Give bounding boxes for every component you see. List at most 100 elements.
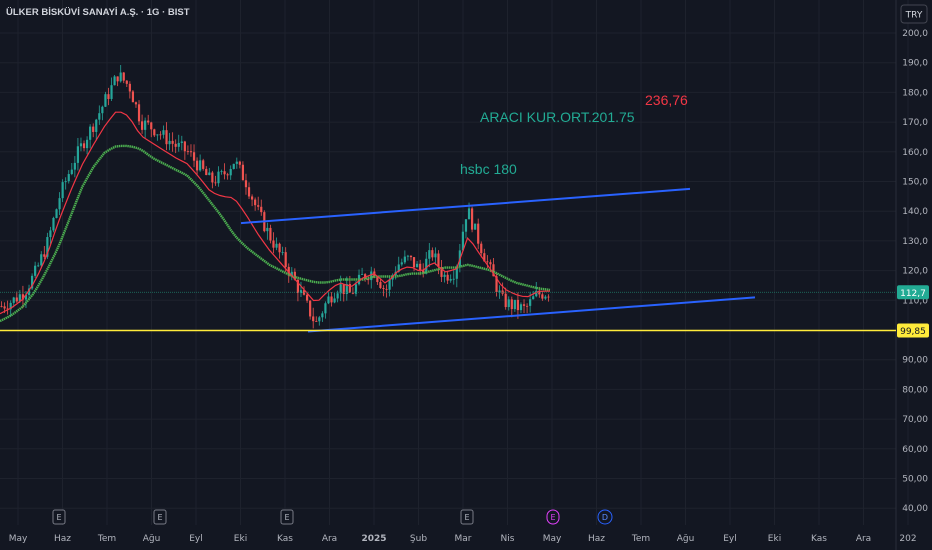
x-tick-label-4: Eyl <box>189 534 203 544</box>
candle-body <box>522 304 526 306</box>
candle-body <box>315 321 318 322</box>
x-tick-label-16: Eyl <box>723 534 737 544</box>
candle-body <box>437 253 440 268</box>
candle-body <box>125 80 128 84</box>
candle-body <box>171 140 174 144</box>
last-price-badge <box>897 285 929 300</box>
candle-body <box>168 140 171 145</box>
candle-body <box>382 287 385 289</box>
currency-button[interactable] <box>900 4 928 24</box>
candle-body <box>477 223 480 244</box>
candle-body <box>403 256 406 263</box>
candle-body <box>37 265 40 267</box>
candle-body <box>312 316 315 322</box>
candle-body <box>324 303 327 314</box>
candle-body <box>220 171 223 173</box>
candle-body <box>538 290 541 295</box>
annotation-text-2[interactable]: hsbc 180 <box>460 161 517 177</box>
earnings-marker-3[interactable] <box>460 509 474 525</box>
candle-body <box>461 231 465 251</box>
earnings-marker-2[interactable] <box>280 509 294 525</box>
channel-lower-line[interactable] <box>307 296 756 333</box>
candle-body <box>0 306 3 308</box>
candle-body <box>177 142 180 147</box>
annotation-text-1[interactable]: ARACI KUR.ORT.201.75 <box>480 109 635 125</box>
candle-body <box>27 288 31 295</box>
candle-body <box>202 160 205 169</box>
candles-group <box>0 65 550 329</box>
earnings-marker-4[interactable] <box>546 509 560 525</box>
candle-body <box>192 152 196 161</box>
candle-body <box>116 76 119 82</box>
candle-body <box>24 294 28 300</box>
x-tick-label-5: Eki <box>234 534 247 544</box>
y-tick-label-3: 170,0 <box>902 118 928 128</box>
candle-body <box>348 284 351 293</box>
candle-body <box>510 299 513 310</box>
candle-body <box>241 164 245 181</box>
candle-body <box>449 279 452 281</box>
candle-body <box>18 294 21 302</box>
earnings-marker-1[interactable] <box>153 509 167 525</box>
candle-body <box>250 196 254 200</box>
candle-body <box>128 83 131 92</box>
earnings-marker-label-0: E <box>56 513 61 522</box>
candle-body <box>431 250 434 258</box>
candle-body <box>70 169 73 175</box>
candle-body <box>186 151 190 153</box>
x-tick-label-10: Mar <box>455 534 472 544</box>
candle-body <box>43 254 46 257</box>
candle-body <box>336 293 339 299</box>
candle-body <box>92 126 95 132</box>
channel-upper-line[interactable] <box>240 187 691 225</box>
dividend-marker-label: D <box>602 513 608 522</box>
x-tick-label-9: Şub <box>410 534 427 544</box>
candle-body <box>180 141 183 143</box>
x-tick-label-2: Tem <box>97 534 116 544</box>
candle-body <box>535 290 538 297</box>
y-tick-label-7: 130,0 <box>902 237 928 247</box>
candle-body <box>189 151 193 153</box>
earnings-marker-label-3: E <box>464 513 469 522</box>
candle-body <box>342 284 345 295</box>
candle-body <box>391 275 394 280</box>
candle-body <box>247 187 251 197</box>
candle-body <box>443 274 446 277</box>
candle-body <box>529 299 532 306</box>
dividend-marker[interactable] <box>597 509 613 525</box>
candle-body <box>474 223 477 230</box>
candle-body <box>98 113 101 120</box>
currency-button-label: TRY <box>905 11 923 21</box>
candle-body <box>321 313 324 318</box>
candle-body <box>229 168 232 176</box>
candle-body <box>131 91 135 103</box>
annotation-text-0[interactable]: 236,76 <box>645 92 688 108</box>
candle-body <box>266 227 269 232</box>
y-tick-label-0: 200,0 <box>902 29 928 39</box>
y-tick-label-1: 190,0 <box>902 59 928 69</box>
candle-body <box>153 129 156 136</box>
candle-body <box>412 257 416 268</box>
candle-body <box>516 299 520 311</box>
candle-body <box>470 208 474 230</box>
candle-body <box>254 199 257 206</box>
candle-body <box>40 254 43 266</box>
candle-body <box>452 278 455 280</box>
y-tick-label-4: 160,0 <box>902 148 928 158</box>
candle-body <box>480 243 483 254</box>
earnings-marker-0[interactable] <box>52 509 66 525</box>
earnings-marker-label-1: E <box>157 513 162 522</box>
candle-body <box>64 181 67 183</box>
candle-body <box>333 298 336 303</box>
candle-body <box>30 275 34 289</box>
x-tick-label-14: Tem <box>631 534 650 544</box>
candle-body <box>367 278 370 281</box>
candle-body <box>498 290 501 293</box>
candle-body <box>15 297 18 302</box>
candle-body <box>455 266 458 279</box>
candle-body <box>513 299 516 310</box>
candle-body <box>223 171 226 175</box>
candle-body <box>415 263 419 268</box>
